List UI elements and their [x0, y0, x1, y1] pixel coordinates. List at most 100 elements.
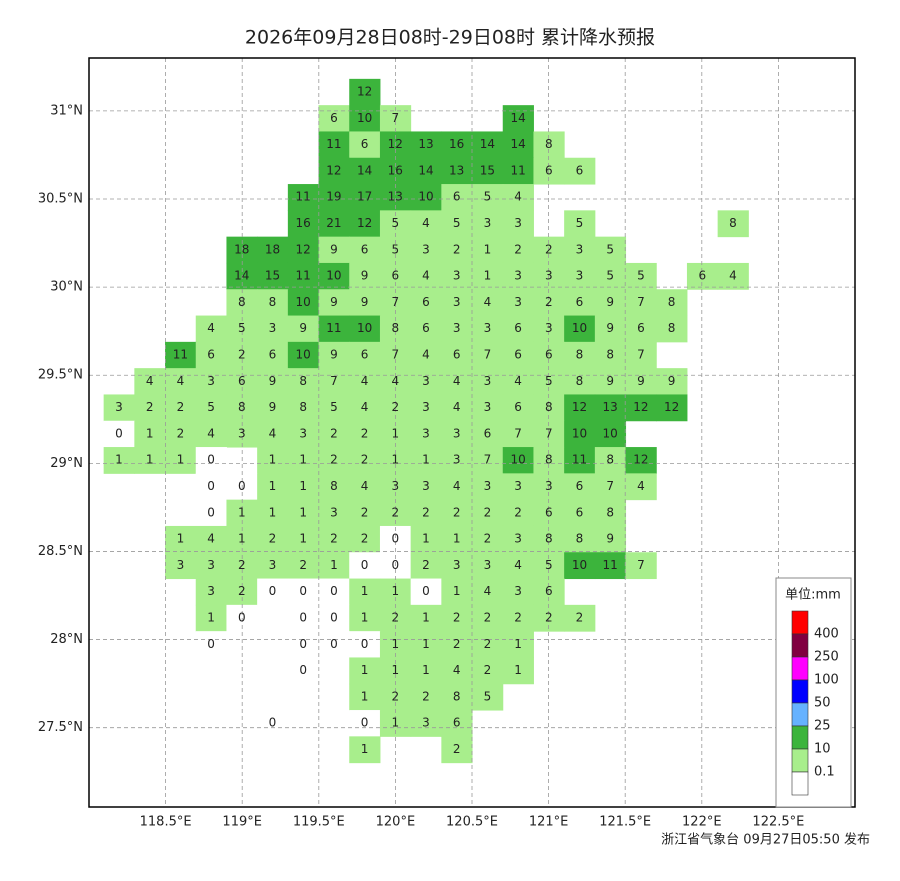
value-label: 17 — [357, 190, 372, 204]
cell — [349, 657, 381, 685]
cell — [195, 368, 227, 395]
cell — [318, 236, 350, 264]
value-label: 9 — [606, 374, 614, 388]
cell — [625, 552, 657, 580]
value-label: 6 — [576, 479, 584, 493]
value-label: 16 — [296, 216, 311, 230]
value-label: 1 — [422, 663, 430, 677]
cell — [441, 368, 473, 395]
value-label: 4 — [207, 321, 215, 335]
cell — [717, 210, 749, 238]
value-label: 2 — [269, 532, 277, 546]
cell — [686, 262, 719, 290]
value-label: 16 — [449, 137, 464, 151]
cell — [472, 236, 504, 264]
cell — [502, 578, 534, 606]
cell — [472, 420, 504, 448]
value-label: 8 — [668, 321, 676, 335]
value-label: 2 — [484, 637, 492, 651]
cell — [564, 157, 596, 185]
value-label: 2 — [177, 400, 185, 414]
value-label: 3 — [545, 269, 553, 283]
cell — [257, 499, 289, 527]
cell — [349, 262, 381, 290]
value-label: 6 — [361, 242, 369, 256]
value-label: 7 — [391, 111, 399, 125]
cell — [625, 315, 657, 343]
value-label: 1 — [361, 742, 369, 756]
value-label: 5 — [545, 558, 553, 572]
cell — [533, 447, 565, 474]
cell — [472, 578, 504, 606]
legend-title: 单位:mm — [785, 588, 841, 603]
cell — [533, 552, 565, 580]
value-label: 6 — [545, 348, 553, 362]
value-label: 0 — [207, 505, 215, 519]
cell — [502, 525, 534, 553]
cell — [441, 552, 473, 580]
cell — [287, 578, 320, 606]
value-label: 3 — [299, 426, 307, 440]
value-label: 7 — [637, 558, 645, 572]
value-label: 1 — [422, 637, 430, 651]
value-label: 2 — [484, 663, 492, 677]
value-label: 7 — [484, 348, 492, 362]
cell — [472, 210, 504, 238]
cell — [318, 499, 350, 527]
cell — [287, 447, 320, 474]
cell — [287, 368, 320, 395]
y-tick-label: 29.5°N — [38, 368, 83, 383]
cell — [472, 604, 504, 632]
value-label: 2 — [391, 505, 399, 519]
value-label: 5 — [453, 216, 461, 230]
value-label: 0 — [330, 611, 338, 625]
value-label: 8 — [299, 400, 307, 414]
value-label: 8 — [545, 400, 553, 414]
cell — [349, 710, 381, 737]
cell — [472, 473, 504, 501]
cell — [441, 525, 473, 553]
value-label: 1 — [177, 453, 185, 467]
value-label: 3 — [391, 479, 399, 493]
cell — [564, 525, 596, 553]
value-label: 4 — [453, 400, 461, 414]
cell — [257, 473, 289, 501]
value-label: 2 — [238, 584, 246, 598]
value-label: 18 — [265, 242, 280, 256]
cell — [502, 394, 534, 422]
cell — [195, 499, 227, 527]
cell — [564, 420, 596, 448]
value-label: 3 — [453, 558, 461, 572]
value-label: 1 — [361, 584, 369, 598]
cell — [287, 394, 320, 422]
value-label: 6 — [514, 321, 522, 335]
cell — [318, 420, 350, 448]
value-label: 8 — [453, 689, 461, 703]
value-label: 3 — [545, 479, 553, 493]
value-label: 14 — [510, 137, 525, 151]
value-label: 3 — [177, 558, 185, 572]
value-label: 3 — [207, 584, 215, 598]
value-label: 2 — [484, 505, 492, 519]
cell — [287, 657, 320, 685]
legend-swatch — [791, 610, 809, 635]
value-label: 13 — [388, 190, 403, 204]
value-label: 4 — [484, 584, 492, 598]
value-label: 3 — [269, 558, 277, 572]
cell — [165, 394, 197, 422]
value-label: 12 — [633, 453, 648, 467]
x-tick-label: 122°E — [682, 815, 722, 830]
value-label: 4 — [514, 190, 522, 204]
value-label: 0 — [238, 611, 246, 625]
value-label: 7 — [637, 348, 645, 362]
cell — [410, 710, 442, 737]
cells — [103, 78, 749, 764]
value-label: 3 — [484, 479, 492, 493]
value-label: 1 — [453, 532, 461, 546]
value-label: 4 — [269, 426, 277, 440]
value-label: 2 — [391, 689, 399, 703]
value-label: 2 — [422, 689, 430, 703]
cell — [625, 473, 657, 501]
value-label: 11 — [603, 558, 618, 572]
